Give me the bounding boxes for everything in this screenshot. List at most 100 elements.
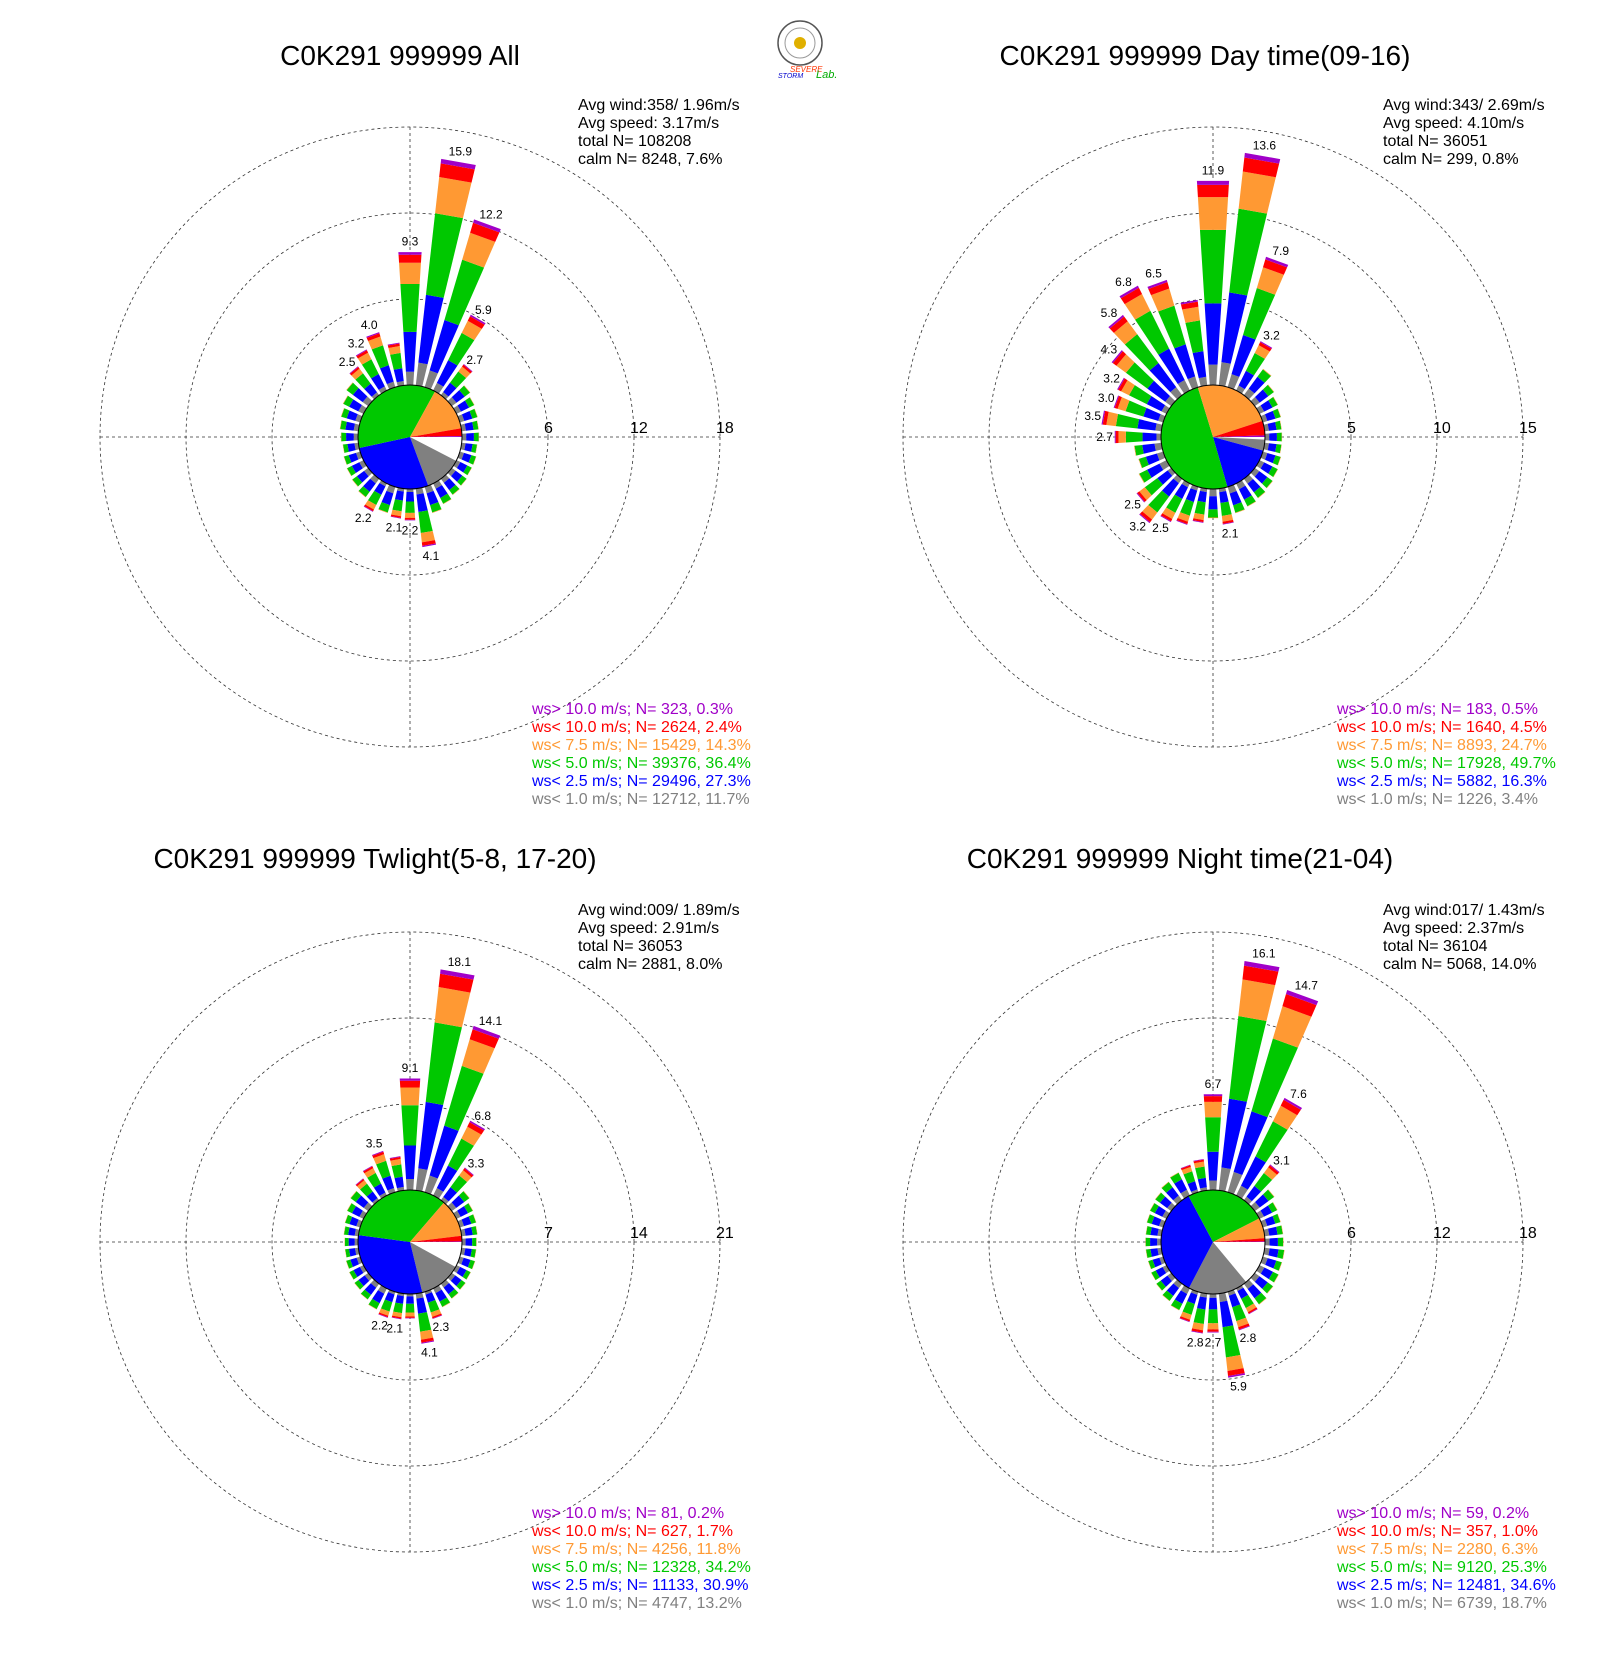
- bar-segment-lt10: [398, 254, 422, 263]
- bar-segment-lt10: [1280, 1099, 1301, 1116]
- bar-segment-lt7_5: [1113, 321, 1138, 345]
- bar-segment-gt10: [1192, 520, 1204, 523]
- bar-segment-lt7_5: [1277, 408, 1282, 418]
- bar-segment-lt2_5: [1151, 1216, 1162, 1227]
- bar-segment-lt7_5: [461, 1126, 482, 1146]
- legend-item-lt1: ws< 1.0 m/s; N= 1226, 3.4%: [1336, 791, 1538, 808]
- bar-segment-lt10: [356, 350, 369, 359]
- bar-segment-lt2_5: [1204, 303, 1222, 365]
- bar-segment-lt7_5: [373, 1154, 387, 1165]
- bar-segment-lt1: [406, 488, 414, 493]
- bar-segment-lt1: [1159, 460, 1170, 471]
- bar-segment-lt7_5: [346, 468, 352, 477]
- info-line-4: calm N= 5068, 14.0%: [1383, 956, 1536, 973]
- bar-segment-lt1: [370, 1279, 380, 1288]
- bar-segment-lt2_5: [1260, 1267, 1274, 1280]
- bar-segment-lt5: [458, 1191, 470, 1202]
- bar-dir-210: [1170, 1285, 1190, 1311]
- bar-segment-gt10: [390, 516, 401, 519]
- bar-segment-lt7_5: [1145, 1226, 1148, 1235]
- bar-dir-160: [1227, 484, 1245, 514]
- bar-segment-lt1: [1173, 474, 1183, 484]
- bar-segment-lt2_5: [348, 452, 359, 463]
- bar-segment-lt1: [1243, 474, 1254, 484]
- bar-segment-lt1: [1198, 376, 1208, 387]
- bar-segment-gt10: [355, 349, 367, 357]
- bar-segment-lt7_5: [1238, 171, 1276, 214]
- bar-segment-lt7_5: [1256, 267, 1284, 295]
- bar-segment-lt2_5: [373, 1183, 386, 1196]
- pie-slice-calm: [1213, 437, 1265, 440]
- bar-segment-lt10: [405, 1316, 415, 1318]
- bar-segment-lt5: [367, 490, 382, 506]
- bar-segment-lt2_5: [1228, 1293, 1241, 1308]
- bar-segment-lt10: [467, 1122, 485, 1135]
- bar-dir-280: 3.5: [1084, 409, 1163, 432]
- bar-dir-80: [460, 1226, 478, 1237]
- bar-dir-10: 13.6: [1218, 139, 1281, 387]
- bar-segment-lt7_5: [1207, 517, 1219, 519]
- bar-segment-gt10: [1113, 395, 1120, 409]
- bar-segment-lt2_5: [1265, 1258, 1277, 1269]
- bar-segment-lt2_5: [450, 1275, 462, 1287]
- bar-segment-gt10: [1176, 520, 1188, 525]
- bar-dir-80: [1263, 1225, 1284, 1237]
- ring-label: 5: [1347, 420, 1356, 437]
- bar-segment-lt1: [1167, 1202, 1176, 1212]
- pie-slice-gt10: [410, 1241, 462, 1242]
- bar-dir-120: [453, 1265, 471, 1280]
- bar-segment-lt5: [368, 1298, 380, 1310]
- speed-pie: [357, 384, 463, 490]
- bar-segment-lt7_5: [473, 1214, 477, 1223]
- bar-segment-lt5: [390, 352, 403, 370]
- bar-segment-lt7_5: [357, 352, 372, 365]
- bar-dir-310: [350, 1190, 373, 1212]
- bar-segment-lt2_5: [1238, 370, 1254, 390]
- bar-segment-lt2_5: [436, 1165, 458, 1192]
- info-line-2: Avg speed: 2.37m/s: [1383, 920, 1524, 937]
- bar-dir-170: 4.1: [415, 487, 440, 563]
- bar-dir-130: [1250, 467, 1273, 489]
- bar-segment-lt1: [415, 1168, 428, 1192]
- bar-segment-lt2_5: [1145, 453, 1160, 466]
- bar-segment-lt1: [424, 484, 434, 494]
- legend-item-lt10: ws< 10.0 m/s; N= 2624, 2.4%: [531, 719, 742, 736]
- bar-label: 2.5: [339, 355, 356, 369]
- bar-dir-160: 2.8: [1227, 1289, 1257, 1345]
- bar-dir-0: 9.1: [399, 1061, 421, 1191]
- bar-segment-gt10: [349, 366, 359, 374]
- bar-segment-lt1: [1187, 376, 1199, 390]
- bar-segment-lt2_5: [1146, 396, 1166, 412]
- bar-segment-lt1: [461, 1238, 466, 1246]
- bar-segment-lt5: [1128, 385, 1152, 405]
- bar-segment-lt2_5: [364, 383, 378, 397]
- bar-dir-190: 2.1: [386, 487, 405, 535]
- bar-segment-lt7_5: [1193, 1161, 1205, 1169]
- bar-dir-290: 3.0: [1098, 391, 1166, 423]
- bar-segment-lt7_5: [474, 408, 478, 418]
- bar-dir-70: [457, 408, 478, 423]
- bar-segment-lt1: [1264, 1238, 1270, 1246]
- bar-label: 3.1: [1273, 1153, 1290, 1167]
- bar-dir-240: [346, 460, 367, 477]
- bar-segment-lt7_5: [1277, 456, 1282, 466]
- bar-segment-lt5: [1148, 1259, 1156, 1270]
- bar-segment-lt5: [346, 1259, 353, 1269]
- legend-item-lt5: ws< 5.0 m/s; N= 12328, 34.2%: [531, 1559, 751, 1576]
- bar-segment-lt1: [440, 1279, 450, 1288]
- bar-segment-lt2_5: [374, 482, 386, 495]
- bar-segment-lt5: [391, 1164, 403, 1179]
- pie-slice-lt1: [410, 1242, 456, 1293]
- bar-dir-320: 5.8: [1101, 306, 1183, 400]
- panel-title: C0K291 999999 Day time(09-16): [1000, 40, 1411, 71]
- bar-segment-lt1: [447, 397, 457, 407]
- bar-segment-lt1: [461, 433, 467, 441]
- bar-dir-10: 18.1: [415, 955, 475, 1192]
- bar-segment-lt5: [439, 1297, 451, 1307]
- bar-segment-lt7_5: [1221, 514, 1234, 522]
- bar-segment-lt2_5: [1221, 1098, 1247, 1170]
- bar-segment-lt7_5: [351, 368, 363, 380]
- legend-item-lt10: ws< 10.0 m/s; N= 627, 1.7%: [531, 1523, 733, 1540]
- bar-segment-gt10: [366, 332, 380, 338]
- bar-segment-lt7_5: [342, 444, 345, 453]
